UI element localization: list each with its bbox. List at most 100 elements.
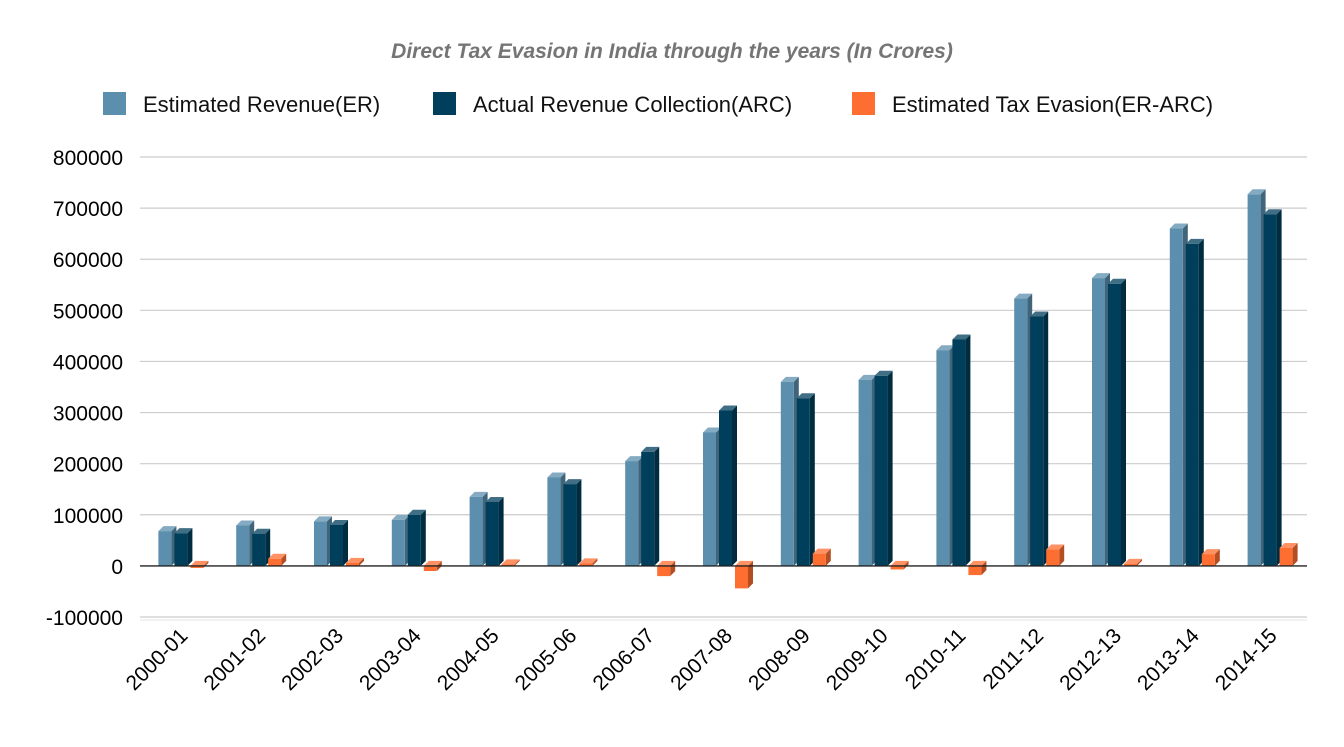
x-tick-label: 2007-08 xyxy=(666,624,737,695)
bar xyxy=(236,520,255,566)
bar-top xyxy=(252,528,271,534)
bar-front xyxy=(547,477,561,566)
legend-label: Actual Revenue Collection(ARC) xyxy=(473,92,792,117)
bar-side xyxy=(903,560,909,570)
bars xyxy=(158,189,1298,589)
bar-top xyxy=(1169,223,1188,229)
x-tick-label: 2006-07 xyxy=(588,624,659,695)
bar-front xyxy=(1247,194,1261,566)
bar-front xyxy=(641,451,655,566)
legend-entry: Estimated Tax Evasion(ER-ARC) xyxy=(852,92,1213,117)
bar-top xyxy=(1185,238,1204,244)
bar-side xyxy=(343,520,348,566)
bar-side xyxy=(281,553,287,566)
bar xyxy=(703,427,721,566)
bar xyxy=(1046,544,1065,566)
bar-front xyxy=(1279,548,1293,566)
y-tick-label: 800000 xyxy=(53,147,123,170)
bar-side xyxy=(1043,311,1049,566)
bar-top xyxy=(190,560,209,566)
bar xyxy=(501,559,520,566)
bar-front xyxy=(501,564,515,566)
bar-side xyxy=(654,446,660,566)
legend-swatch xyxy=(103,92,126,115)
bar xyxy=(268,553,287,566)
bar-front xyxy=(1092,278,1105,566)
bar-side xyxy=(1137,558,1142,566)
bar-front xyxy=(346,562,359,566)
bar-front xyxy=(858,379,872,566)
legend-swatch xyxy=(433,92,456,115)
bar-top xyxy=(1201,549,1220,555)
bar-top xyxy=(391,514,410,520)
bar-front xyxy=(796,398,810,566)
bar-side xyxy=(1198,238,1204,566)
y-tick-label: 500000 xyxy=(53,300,123,323)
y-tick-label: 600000 xyxy=(53,249,123,272)
x-tick-label: 2009-10 xyxy=(822,624,893,695)
bar-front xyxy=(1124,563,1137,566)
bar xyxy=(1263,209,1282,566)
legend: Estimated Revenue(ER) Actual Revenue Coll… xyxy=(103,92,1213,117)
chart-title: Direct Tax Evasion in India through the … xyxy=(391,40,953,63)
bar-front xyxy=(158,531,172,566)
bar xyxy=(563,479,582,566)
bar xyxy=(346,557,364,566)
bar-top xyxy=(236,520,255,526)
bar-front xyxy=(423,565,437,571)
bar-top xyxy=(1030,311,1049,317)
bar-front xyxy=(1263,214,1277,566)
bar-side xyxy=(265,528,271,566)
bar-top xyxy=(1014,293,1033,299)
x-tick-label: 2004-05 xyxy=(433,624,504,695)
bar-front xyxy=(252,533,266,566)
bar-top xyxy=(796,393,815,399)
bar xyxy=(657,560,676,577)
bar-top xyxy=(563,479,582,485)
bar-top xyxy=(812,548,831,554)
bar xyxy=(890,560,909,570)
bar xyxy=(1185,238,1204,566)
bar-top xyxy=(174,528,193,534)
bar-top xyxy=(890,560,909,566)
bar-front xyxy=(780,381,794,566)
legend-swatch xyxy=(852,92,875,115)
x-tick-label: 2005-06 xyxy=(511,624,582,695)
bar-front xyxy=(890,565,904,570)
bar xyxy=(1201,549,1220,566)
bar-top xyxy=(641,446,660,452)
bar xyxy=(1169,223,1188,566)
bar-front xyxy=(719,410,732,566)
bar-top xyxy=(346,557,364,563)
bar-side xyxy=(498,497,504,566)
bar-front xyxy=(657,565,671,577)
bar-side xyxy=(1214,549,1220,566)
bar-front xyxy=(407,514,421,566)
bar xyxy=(391,514,410,566)
bar-side xyxy=(670,560,676,577)
legend-entry: Actual Revenue Collection(ARC) xyxy=(433,92,792,117)
bar-front xyxy=(874,375,888,566)
bar xyxy=(158,526,177,566)
bar-side xyxy=(1059,544,1065,566)
legend-label: Estimated Revenue(ER) xyxy=(143,92,380,117)
bar-front xyxy=(579,563,593,566)
bar-top xyxy=(874,370,893,376)
bar-side xyxy=(1121,278,1126,566)
bar-side xyxy=(887,370,893,566)
y-tick-label: 400000 xyxy=(53,351,123,374)
bar-side xyxy=(592,558,598,566)
bar xyxy=(1108,278,1126,566)
gridlines xyxy=(140,156,1307,621)
bar xyxy=(407,509,426,566)
bar-side xyxy=(359,557,364,566)
bar-top xyxy=(330,520,348,525)
bar xyxy=(858,374,877,566)
bar-top xyxy=(1046,544,1065,550)
y-tick-label: 0 xyxy=(111,556,123,579)
bar xyxy=(796,393,815,566)
x-tick-label: 2011-12 xyxy=(979,624,1049,694)
bar-front xyxy=(625,461,639,566)
bar-front xyxy=(812,553,826,566)
bar-side xyxy=(1292,543,1298,566)
